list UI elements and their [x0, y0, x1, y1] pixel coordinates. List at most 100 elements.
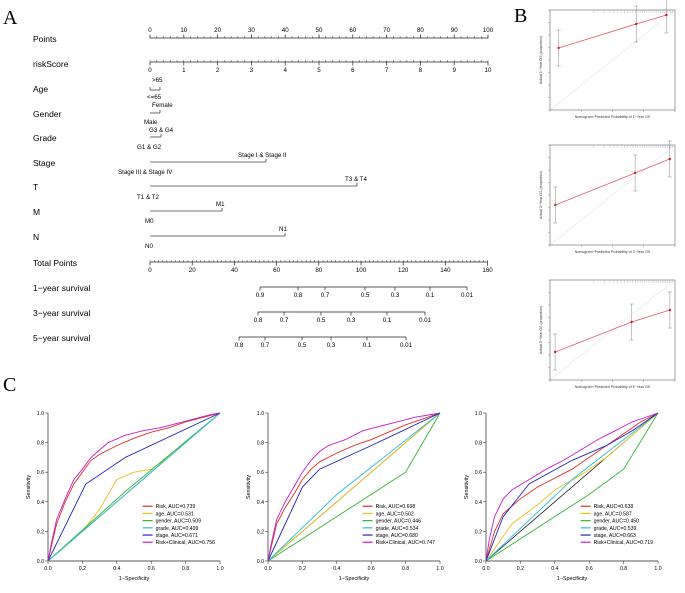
nomo-label-total-points: Total Points	[33, 258, 77, 268]
roc-curve-stage	[47, 412, 221, 562]
tick-label: 0	[148, 67, 152, 74]
x-tick-label: 0.6	[586, 566, 593, 572]
tick-label: 90	[451, 27, 458, 34]
grade-level-upper: G3 & G4	[149, 127, 174, 134]
survival-1yr-axis: 0.9 0.8 0.7 0.5 0.3 0.1 0.01	[256, 286, 474, 299]
y-tick-label: 0.8	[475, 441, 482, 447]
y-tick-label: 1.0	[37, 411, 44, 417]
calibration-plot-5yr: Actual 5−Year OS (proportion) Nomogram−Pr…	[539, 279, 676, 389]
calibration-point	[665, 13, 668, 17]
tick-label: 1	[182, 67, 186, 74]
tick-label: 80	[315, 267, 322, 274]
tick-label: 0.5	[317, 317, 326, 324]
y-tick-label: 0.4	[257, 500, 264, 506]
y-tick-label: 0.2	[475, 529, 482, 535]
calibration-line	[558, 14, 667, 49]
y-tick-label: 0.0	[257, 559, 264, 565]
m-level-upper: M1	[216, 201, 225, 208]
x-tick-label: 0.4	[113, 566, 120, 572]
tick-label: 0.9	[256, 292, 265, 299]
roc-curve-risk	[267, 412, 441, 562]
calibration-point	[635, 22, 638, 26]
roc-curve-risk	[47, 412, 221, 562]
tick-label: 7	[385, 67, 389, 74]
x-tick-label: 0.2	[517, 566, 524, 572]
roc-curve-grade	[267, 412, 441, 562]
legend-label: stage, AUC=0.663	[594, 533, 636, 539]
y-tick-label: 0.0	[37, 559, 44, 565]
y-tick-label: 0.6	[37, 470, 44, 476]
tick-label: 9	[452, 67, 456, 74]
tick-label: 0.1	[426, 292, 435, 299]
nomo-label-points: Points	[33, 34, 57, 44]
calibration-point	[557, 46, 560, 50]
calibration-point	[553, 350, 557, 354]
y-tick-label: 0.8	[257, 441, 264, 447]
x-tick-label: 0.8	[182, 566, 189, 572]
tick-label: 0.3	[347, 317, 356, 324]
x-tick-label: 0.8	[402, 566, 409, 572]
tick-label: 140	[440, 267, 451, 274]
n-level-upper: N1	[279, 226, 287, 233]
roc-curve-combo	[47, 412, 221, 562]
tick-label: 0.01	[461, 292, 474, 299]
x-tick-label: 0.6	[148, 566, 155, 572]
tick-label: 0.8	[254, 317, 263, 324]
roc-curve-combo	[485, 412, 659, 562]
x-tick-label: 0.0	[44, 566, 51, 572]
legend-label: stage, AUC=0.680	[376, 533, 418, 539]
reference-line	[549, 144, 676, 246]
riskscore-axis: 0 1 2 3 4 5 6 7 8 9 10	[148, 60, 492, 74]
survival-3yr-axis: 0.8 0.7 0.5 0.3 0.1 0.01	[254, 311, 432, 324]
tick-label: 2	[216, 67, 220, 74]
legend-label: Risk+Clinical, AUC=0.747	[376, 540, 436, 546]
roc-curve-grade	[47, 412, 221, 562]
roc-curve-gender	[267, 412, 441, 562]
grade-level-lower: G1 & G2	[137, 144, 162, 151]
y-tick-label: 1.0	[257, 411, 264, 417]
total-points-axis: 0 20 40 60 80 100 120 140 160	[148, 260, 493, 274]
roc-curve-combo	[267, 412, 441, 562]
tick-label: 0.7	[261, 342, 270, 349]
y-tick-label: 0.6	[257, 470, 264, 476]
tick-label: 0.3	[327, 342, 336, 349]
nomo-label-1yr: 1−year survival	[33, 283, 91, 293]
nomo-label-stage: Stage	[33, 158, 55, 168]
points-axis: 0 10 20 30 40 50 60 70 80 90 100	[148, 27, 494, 39]
legend-label: age, AUC=0.502	[376, 511, 414, 517]
x-axis-label: Nomogram−Predicted Probability of 1−Year…	[575, 115, 651, 119]
tick-label: 100	[356, 267, 367, 274]
t-level-upper: T3 & T4	[345, 176, 367, 183]
tick-label: 160	[482, 267, 493, 274]
x-tick-label: 0.0	[264, 566, 271, 572]
tick-label: 0.3	[391, 292, 400, 299]
roc-curve-age	[485, 412, 659, 562]
roc-curve-grade	[485, 412, 659, 562]
legend-label: Risk, AUC=0.638	[594, 504, 634, 510]
y-axis-label: Actual 3−Year OS (proportion)	[539, 171, 543, 219]
tick-label: 120	[398, 267, 409, 274]
tick-label: 0.01	[400, 342, 413, 349]
calibration-line	[554, 309, 671, 353]
y-axis-label: Sensitivity	[26, 475, 32, 500]
x-tick-label: 0.4	[333, 566, 340, 572]
tick-label: 5	[317, 67, 321, 74]
calibration-point	[633, 171, 637, 175]
x-tick-label: 0.0	[482, 566, 489, 572]
legend-label: gender, AUC=0.446	[376, 519, 422, 525]
tick-label: 0.1	[363, 342, 372, 349]
y-axis-label: Sensitivity	[464, 475, 470, 500]
y-tick-label: 0.4	[475, 500, 482, 506]
roc-curve-stage	[267, 412, 441, 562]
x-axis-label: Nomogram−Predicted Probability of 5−Year…	[575, 385, 651, 389]
legend-label: Risk+Clinical, AUC=0.719	[594, 540, 654, 546]
x-axis-label: 1−Specificity	[119, 576, 150, 582]
tick-label: 8	[419, 67, 423, 74]
nomo-label-3yr: 3−year survival	[33, 308, 91, 318]
roc-curve-gender	[47, 412, 221, 562]
legend-label: age, AUC=0.587	[594, 511, 632, 517]
x-tick-label: 0.6	[368, 566, 375, 572]
roc-plot-2: 0.00.0 0.2 0.2 0.4 0.4 0.6 0.6 0.8 0.8 1.0 1.0 Risk…	[246, 411, 444, 582]
tick-label: 10	[485, 67, 492, 74]
roc-curve-age	[267, 412, 441, 562]
